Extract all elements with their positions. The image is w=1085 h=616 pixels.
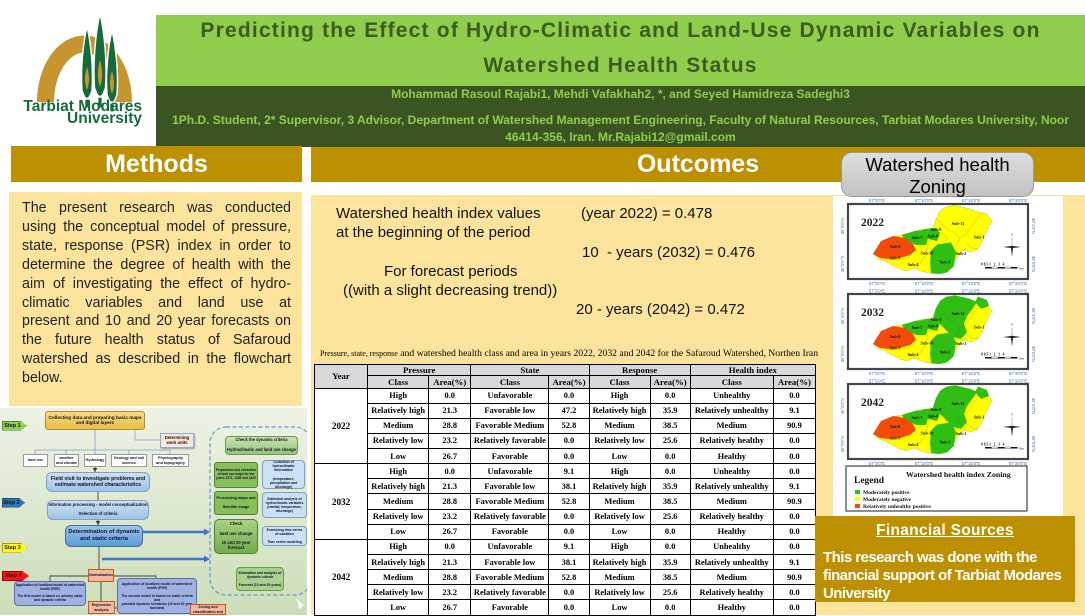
svg-text:36°4'0"N: 36°4'0"N: [1031, 218, 1036, 234]
svg-text:Legend: Legend: [854, 476, 885, 486]
svg-text:36°0'0"N: 36°0'0"N: [840, 346, 845, 362]
svg-text:Relatively unhealthy positive: Relatively unhealthy positive: [863, 504, 931, 510]
svg-text:36°4'0"N: 36°4'0"N: [1031, 398, 1036, 414]
svg-text:36°4'0"N: 36°4'0"N: [1031, 308, 1036, 324]
svg-text:36°4'0"N: 36°4'0"N: [840, 398, 845, 414]
svg-text:36°0'0"N: 36°0'0"N: [840, 256, 845, 272]
svg-text:Moderately negative: Moderately negative: [863, 497, 912, 503]
svg-text:36°0'0"N: 36°0'0"N: [1031, 256, 1036, 272]
svg-text:Watershed health index Zoning: Watershed health index Zoning: [906, 470, 1011, 479]
svg-text:2022: 2022: [861, 217, 884, 229]
svg-text:2032: 2032: [861, 307, 884, 319]
svg-text:2042: 2042: [861, 397, 884, 409]
svg-text:36°4'0"N: 36°4'0"N: [840, 218, 845, 234]
svg-text:Moderately positive: Moderately positive: [863, 490, 910, 496]
svg-text:36°4'0"N: 36°4'0"N: [840, 308, 845, 324]
svg-text:36°0'0"N: 36°0'0"N: [840, 436, 845, 452]
svg-text:36°0'0"N: 36°0'0"N: [1031, 346, 1036, 362]
svg-text:36°0'0"N: 36°0'0"N: [1031, 436, 1036, 452]
